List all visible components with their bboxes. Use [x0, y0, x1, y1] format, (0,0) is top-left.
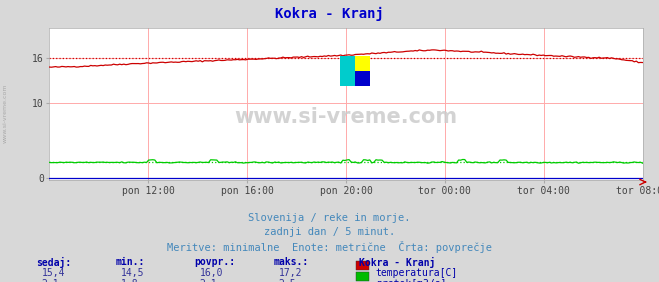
Text: 2,1: 2,1 [200, 279, 217, 282]
Bar [355, 71, 370, 86]
Text: Slovenija / reke in morje.: Slovenija / reke in morje. [248, 213, 411, 223]
Text: 1,8: 1,8 [121, 279, 138, 282]
Text: povpr.:: povpr.: [194, 257, 235, 266]
Text: zadnji dan / 5 minut.: zadnji dan / 5 minut. [264, 227, 395, 237]
Text: sedaj:: sedaj: [36, 257, 71, 268]
Text: www.si-vreme.com: www.si-vreme.com [235, 107, 457, 127]
Text: www.si-vreme.com: www.si-vreme.com [3, 83, 8, 142]
Text: 2,1: 2,1 [42, 279, 59, 282]
Text: maks.:: maks.: [273, 257, 308, 266]
Text: Kokra - Kranj: Kokra - Kranj [359, 257, 436, 268]
Text: 17,2: 17,2 [279, 268, 302, 278]
Text: pretok[m3/s]: pretok[m3/s] [376, 279, 446, 282]
Text: min.:: min.: [115, 257, 145, 266]
Text: temperatura[C]: temperatura[C] [376, 268, 458, 278]
Text: Meritve: minimalne  Enote: metrične  Črta: povprečje: Meritve: minimalne Enote: metrične Črta:… [167, 241, 492, 253]
Text: 14,5: 14,5 [121, 268, 144, 278]
Bar [340, 56, 355, 86]
Text: Kokra - Kranj: Kokra - Kranj [275, 7, 384, 21]
Text: 2,5: 2,5 [279, 279, 297, 282]
Text: 15,4: 15,4 [42, 268, 65, 278]
Bar [355, 56, 370, 71]
Text: 16,0: 16,0 [200, 268, 223, 278]
